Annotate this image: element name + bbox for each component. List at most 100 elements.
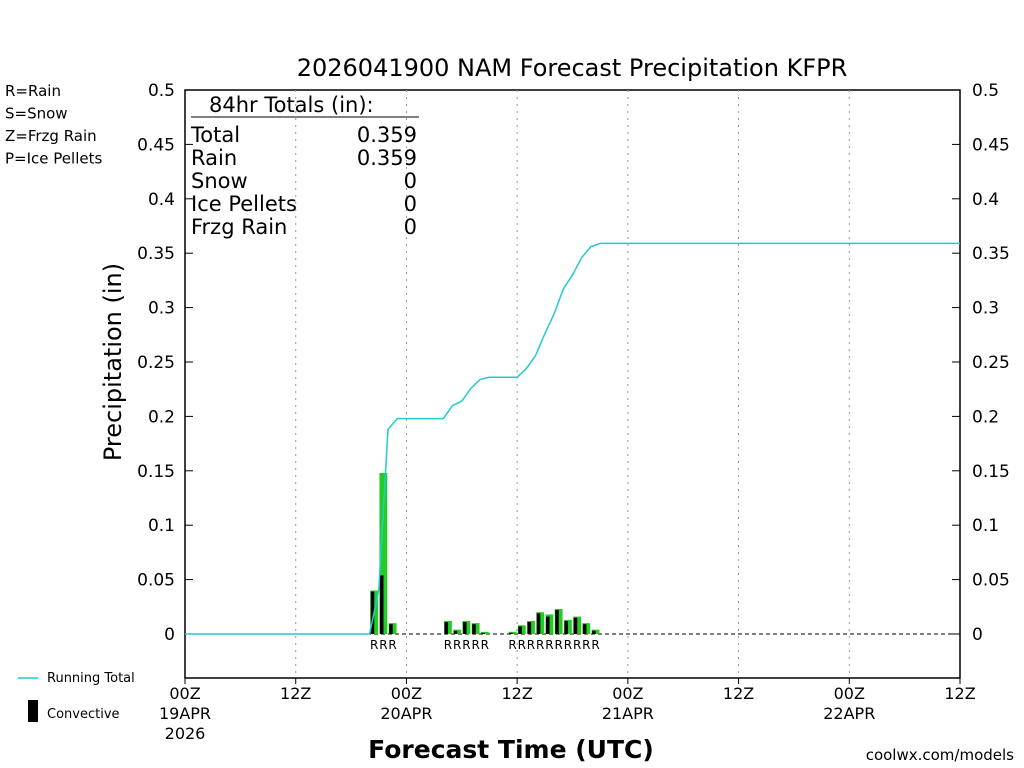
totals-title: 84hr Totals (in):	[209, 93, 374, 117]
convective-bar	[444, 622, 449, 634]
y-tick-label-right: 0.25	[972, 353, 1010, 373]
ptype-label: R	[591, 638, 599, 652]
totals-box: 84hr Totals (in): Total 0.359 Rain 0.359 Sno…	[190, 93, 419, 239]
y-tick-label-right: 0.3	[972, 299, 999, 319]
totals-row-value: 0.359	[357, 146, 417, 170]
y-tick-label-right: 0.2	[972, 407, 999, 427]
totals-row-value: 0	[404, 215, 417, 239]
ptype-label: R	[370, 638, 378, 652]
y-tick-label-right: 0.35	[972, 244, 1010, 264]
ptype-label: R	[471, 638, 479, 652]
y-tick-label: 0.25	[137, 353, 175, 373]
y-tick-label-right: 0.05	[972, 571, 1010, 591]
convective-bar	[527, 622, 532, 634]
legend-running-total-label: Running Total	[47, 671, 135, 686]
y-tick-label: 0.35	[137, 244, 175, 264]
ptype-label: R	[582, 638, 590, 652]
x-tick-date: 20APR	[380, 704, 432, 723]
ptype-label: R	[573, 638, 581, 652]
y-ticks-right: 0 0.05 0.1 0.15 0.2 0.25 0.3 0.35 0.4 0.45 0.5	[952, 81, 1010, 645]
x-axis-label: Forecast Time (UTC)	[368, 735, 654, 764]
x-gridlines	[295, 90, 850, 678]
ptype-legend-item: S=Snow	[5, 105, 68, 123]
convective-bar	[481, 632, 485, 634]
totals-row-label: Snow	[191, 169, 248, 193]
x-tick-label: 00Z	[834, 684, 865, 703]
convective-bar	[462, 622, 467, 634]
legend-convective-swatch	[28, 700, 38, 722]
legend-convective-label: Convective	[47, 707, 120, 722]
convective-bar	[564, 620, 568, 634]
y-tick-label-right: 0.15	[972, 462, 1010, 482]
convective-bar	[379, 575, 384, 634]
totals-row-value: 0	[404, 169, 417, 193]
y-tick-label-right: 0.5	[972, 81, 999, 101]
y-tick-label: 0	[164, 625, 175, 645]
x-tick-label: 00Z	[391, 684, 422, 703]
totals-row-value: 0.359	[357, 123, 417, 147]
precip-bar	[379, 472, 388, 634]
y-ticks-left: 0 0.05 0.1 0.15 0.2 0.25 0.3 0.35 0.4 0.45 0.5	[137, 81, 193, 645]
x-tick-year: 2026	[165, 724, 206, 743]
convective-bar	[509, 632, 513, 634]
x-tick-label: 00Z	[612, 684, 643, 703]
running-total-line	[185, 242, 960, 635]
ptype-label: R	[508, 638, 516, 652]
totals-row-label: Total	[190, 123, 240, 147]
precip-bars	[370, 472, 600, 634]
y-tick-label: 0.5	[148, 81, 175, 101]
convective-bar	[370, 591, 375, 634]
convective-bar	[389, 624, 393, 634]
convective-bar	[573, 617, 578, 634]
ptype-label: R	[379, 638, 387, 652]
convective-bar	[555, 610, 559, 634]
y-tick-label: 0.05	[137, 571, 175, 591]
convective-bar	[536, 613, 541, 634]
ptype-label: R	[527, 638, 535, 652]
y-tick-label-right: 0.1	[972, 516, 999, 536]
ptype-label: R	[564, 638, 572, 652]
convective-bar	[472, 624, 476, 634]
y-tick-label: 0.45	[137, 135, 175, 155]
y-tick-label-right: 0.4	[972, 190, 999, 210]
ptype-label: R	[388, 638, 396, 652]
ptype-label: R	[518, 638, 526, 652]
x-tick-label: 12Z	[723, 684, 754, 703]
x-tick-label: 12Z	[280, 684, 311, 703]
series-legend: Running Total Convective	[18, 671, 135, 722]
y-tick-label-right: 0.45	[972, 135, 1010, 155]
y-tick-label: 0.1	[148, 516, 175, 536]
totals-row-value: 0	[404, 192, 417, 216]
y-axis-label: Precipitation (in)	[99, 263, 127, 461]
ptype-legend-item: R=Rain	[5, 82, 61, 100]
ptype-legend-item: P=Ice Pellets	[5, 150, 102, 168]
convective-bar	[546, 616, 550, 634]
plot-frame	[184, 89, 961, 679]
ptype-label: R	[444, 638, 452, 652]
x-tick-label: 00Z	[169, 684, 200, 703]
ptype-label: R	[453, 638, 461, 652]
ptype-label: R	[554, 638, 562, 652]
ptype-label: R	[545, 638, 553, 652]
convective-bar	[582, 624, 587, 634]
totals-row-label: Frzg Rain	[191, 215, 287, 239]
credit-text: coolwx.com/models	[866, 746, 1014, 764]
ptype-legend: R=Rain S=Snow Z=Frzg Rain P=Ice Pellets	[5, 82, 102, 168]
y-tick-label: 0.3	[148, 299, 175, 319]
ptype-label: R	[462, 638, 470, 652]
x-tick-label: 12Z	[501, 684, 532, 703]
x-tick-date: 19APR	[159, 704, 211, 723]
x-tick-label: 12Z	[944, 684, 975, 703]
y-tick-label: 0.2	[148, 407, 175, 427]
chart-title: 2026041900 NAM Forecast Precipitation KF…	[297, 54, 848, 82]
y-tick-label: 0.15	[137, 462, 175, 482]
convective-bar	[592, 630, 596, 634]
x-tick-date: 21APR	[602, 704, 654, 723]
ptype-label: R	[536, 638, 544, 652]
totals-row-label: Rain	[191, 146, 237, 170]
ptype-label: R	[481, 638, 489, 652]
convective-bar	[518, 626, 522, 634]
